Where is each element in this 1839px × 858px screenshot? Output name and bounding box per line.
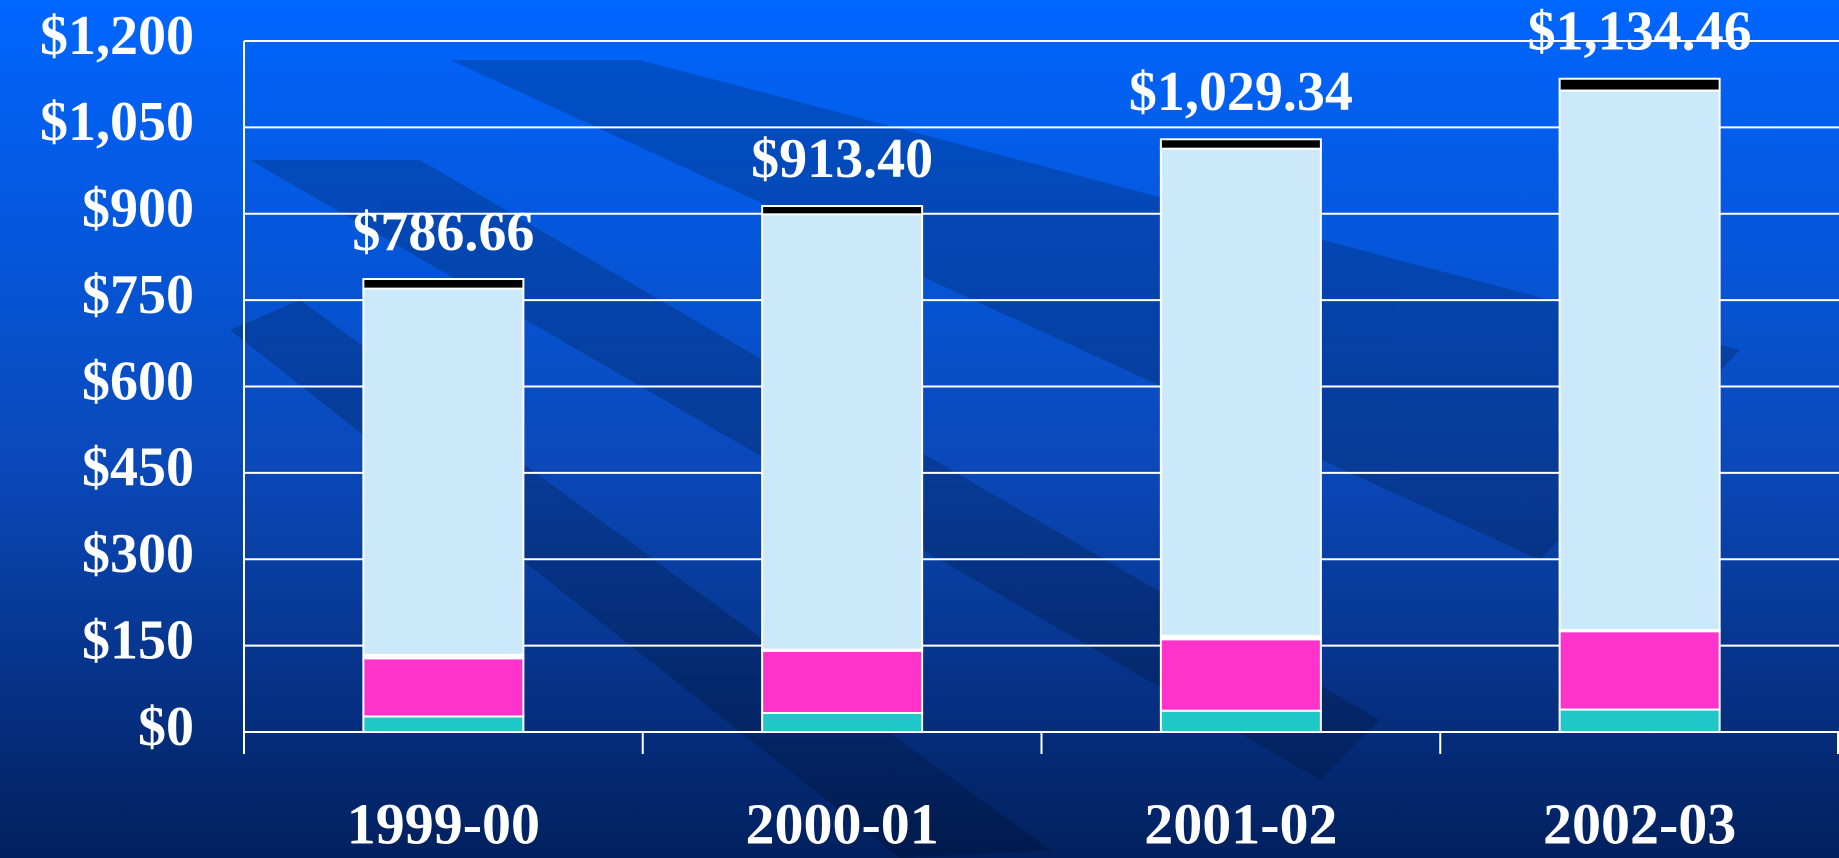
bar-segment xyxy=(1558,77,1721,92)
y-tick-label: $1,200 xyxy=(40,5,194,67)
bar-segment xyxy=(362,715,525,734)
bar-segment xyxy=(761,205,924,216)
total-label: $913.40 xyxy=(751,128,933,190)
bar-segment xyxy=(761,213,924,651)
total-label: $786.66 xyxy=(352,201,534,263)
bar-segment xyxy=(362,287,525,656)
x-tick-label: 2002-03 xyxy=(1543,791,1736,856)
y-tick-label: $900 xyxy=(82,178,194,240)
bar-segment xyxy=(1159,138,1322,150)
y-tick-label: $600 xyxy=(82,350,194,412)
bar-segment xyxy=(761,649,924,714)
bar-segment xyxy=(1159,638,1322,712)
x-tick-label: 2001-02 xyxy=(1144,791,1337,856)
bar-segment xyxy=(1159,147,1322,637)
total-label: $1,134.46 xyxy=(1528,1,1752,63)
x-tick-label: 1999-00 xyxy=(347,791,540,856)
y-tick-label: $450 xyxy=(82,437,194,499)
bar-segment xyxy=(1159,709,1322,733)
bar-segment xyxy=(761,711,924,733)
x-tick-label: 2000-01 xyxy=(745,791,938,856)
y-tick-label: $300 xyxy=(82,523,194,585)
y-tick-label: $1,050 xyxy=(40,91,194,153)
y-tick-label: $750 xyxy=(82,264,194,326)
bar-segment xyxy=(1558,630,1721,711)
bar-segment xyxy=(362,657,525,718)
bar-segment xyxy=(362,278,525,290)
total-label: $1,029.34 xyxy=(1129,61,1353,123)
bar-segment xyxy=(1558,89,1721,632)
bar-segment xyxy=(1558,708,1721,733)
y-tick-label: $150 xyxy=(82,609,194,671)
y-tick-label: $0 xyxy=(138,696,194,758)
